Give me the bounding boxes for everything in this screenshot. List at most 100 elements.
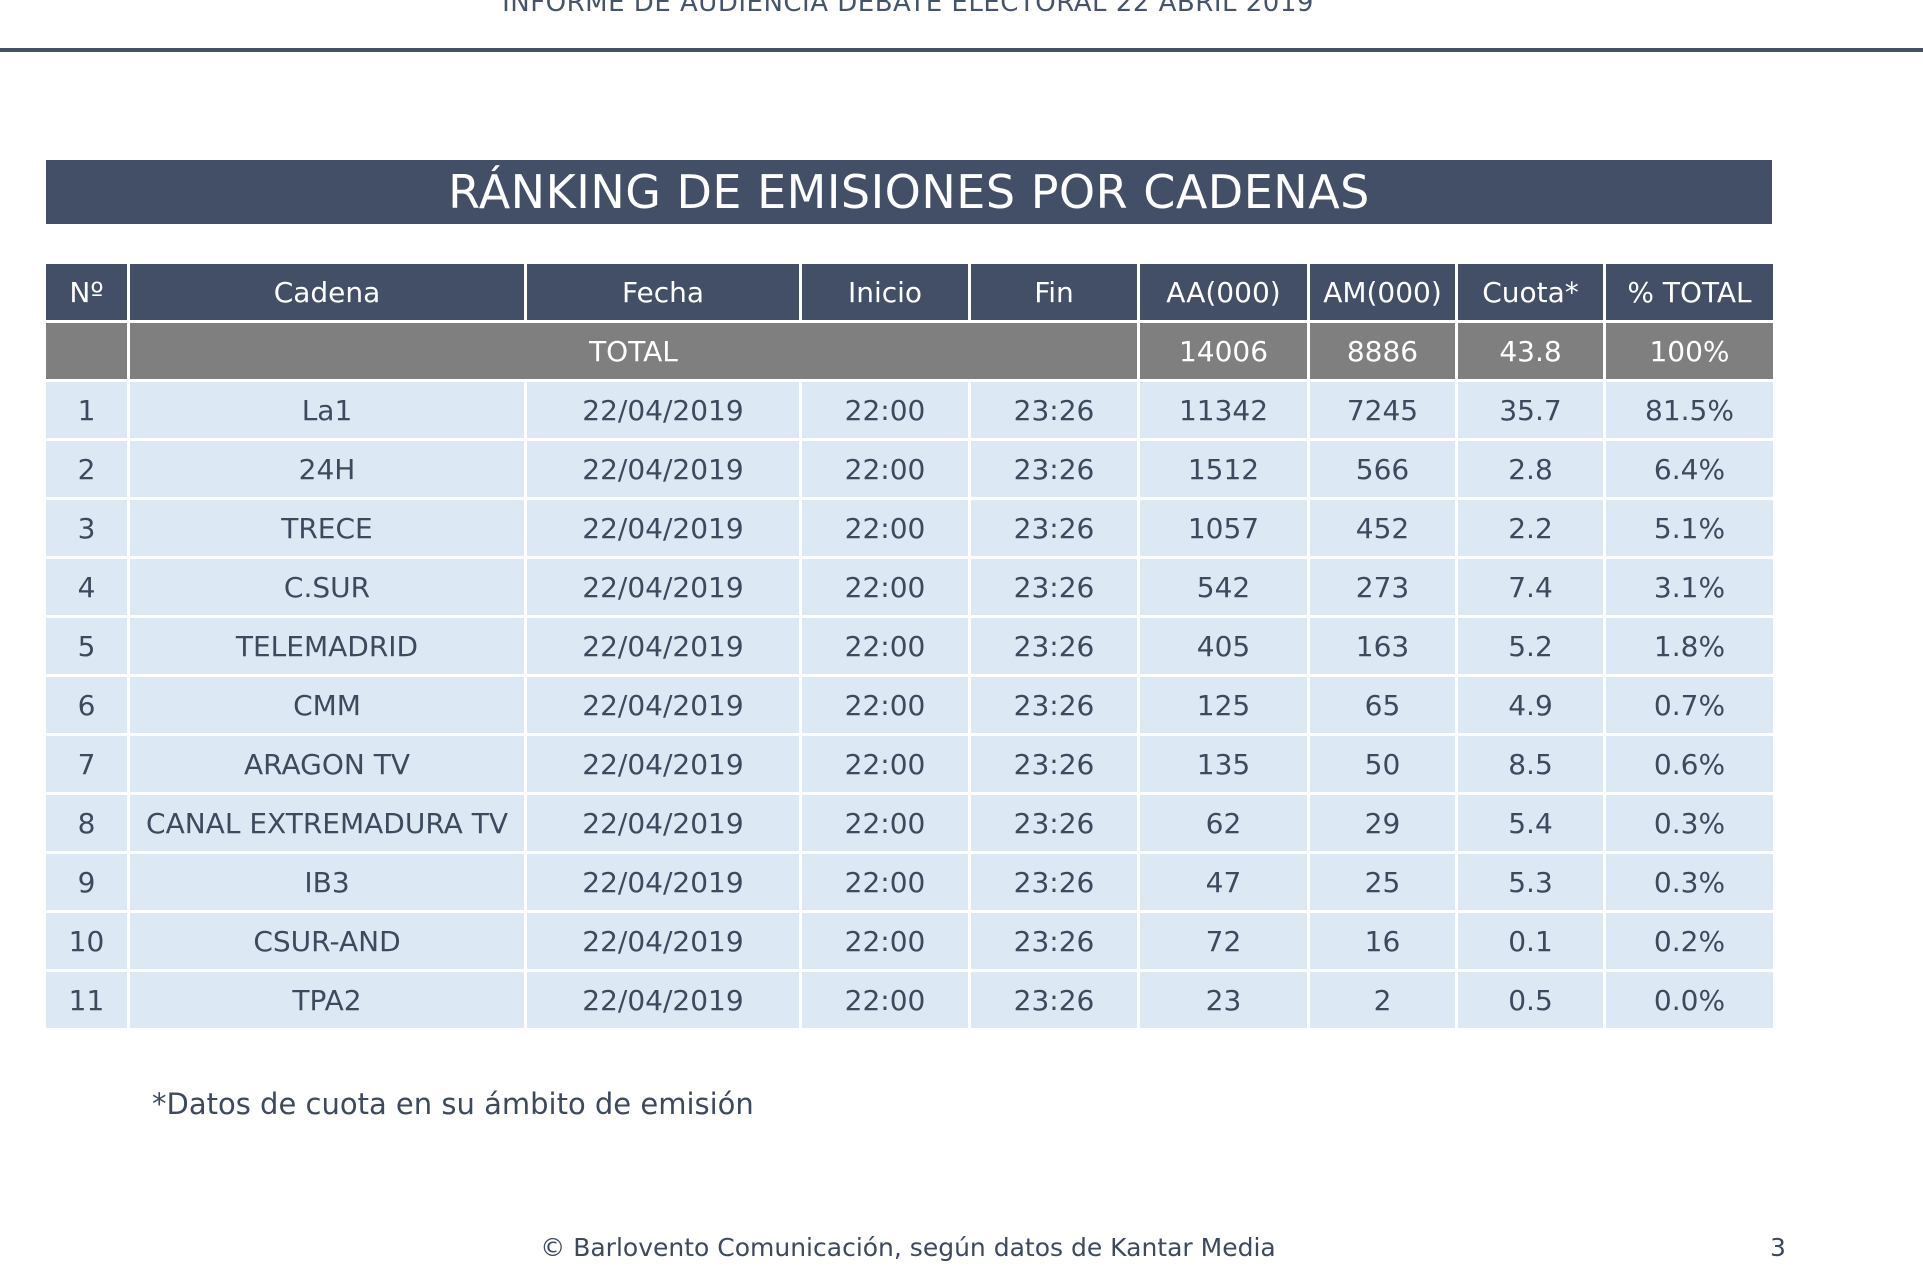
total-num-cell (46, 323, 127, 379)
row-am: 25 (1310, 854, 1455, 910)
ranking-banner: RÁNKING DE EMISIONES POR CADENAS (46, 160, 1772, 224)
row-aa: 125 (1140, 677, 1307, 733)
row-fin: 23:26 (971, 795, 1137, 851)
col-header-am: AM(000) (1310, 264, 1455, 320)
total-cuota: 43.8 (1458, 323, 1603, 379)
row-pct: 3.1% (1606, 559, 1773, 615)
row-fecha: 22/04/2019 (527, 559, 799, 615)
row-fecha: 22/04/2019 (527, 618, 799, 674)
row-pct: 0.6% (1606, 736, 1773, 792)
row-aa: 135 (1140, 736, 1307, 792)
row-cuota: 5.4 (1458, 795, 1603, 851)
row-cadena: CSUR-AND (130, 913, 524, 969)
col-header-fecha: Fecha (527, 264, 799, 320)
row-cuota: 0.1 (1458, 913, 1603, 969)
row-pct: 0.3% (1606, 795, 1773, 851)
row-inicio: 22:00 (802, 795, 968, 851)
row-fecha: 22/04/2019 (527, 854, 799, 910)
table-row: 2 24H 22/04/2019 22:00 23:26 1512 566 2.8 6.4% (46, 441, 1773, 497)
row-am: 29 (1310, 795, 1455, 851)
report-header-title: INFORME DE AUDIENCIA DEBATE ELECTORAL 22… (502, 0, 1314, 18)
row-fin: 23:26 (971, 677, 1137, 733)
row-cadena: ARAGON TV (130, 736, 524, 792)
row-inicio: 22:00 (802, 618, 968, 674)
row-num: 3 (46, 500, 127, 556)
row-fin: 23:26 (971, 736, 1137, 792)
ranking-title: RÁNKING DE EMISIONES POR CADENAS (448, 165, 1370, 219)
table-row: 6 CMM 22/04/2019 22:00 23:26 125 65 4.9 0.7% (46, 677, 1773, 733)
total-am: 8886 (1310, 323, 1455, 379)
page-number: 3 (1770, 1233, 1786, 1262)
row-num: 6 (46, 677, 127, 733)
row-aa: 1512 (1140, 441, 1307, 497)
row-cuota: 2.2 (1458, 500, 1603, 556)
row-fecha: 22/04/2019 (527, 382, 799, 438)
col-header-pct-total: % TOTAL (1606, 264, 1773, 320)
row-am: 452 (1310, 500, 1455, 556)
row-aa: 72 (1140, 913, 1307, 969)
row-am: 65 (1310, 677, 1455, 733)
table-row: 1 La1 22/04/2019 22:00 23:26 11342 7245 35.7 81.… (46, 382, 1773, 438)
row-inicio: 22:00 (802, 441, 968, 497)
row-am: 16 (1310, 913, 1455, 969)
row-aa: 405 (1140, 618, 1307, 674)
row-aa: 62 (1140, 795, 1307, 851)
row-fin: 23:26 (971, 913, 1137, 969)
table-row: 3 TRECE 22/04/2019 22:00 23:26 1057 452 2.2 5.1% (46, 500, 1773, 556)
col-header-cadena: Cadena (130, 264, 524, 320)
row-am: 7245 (1310, 382, 1455, 438)
row-num: 1 (46, 382, 127, 438)
row-pct: 6.4% (1606, 441, 1773, 497)
total-aa: 14006 (1140, 323, 1307, 379)
ranking-table: Nº Cadena Fecha Inicio Fin AA(000) AM(00… (43, 261, 1776, 1031)
row-aa: 542 (1140, 559, 1307, 615)
row-cuota: 2.8 (1458, 441, 1603, 497)
total-row: TOTAL 14006 8886 43.8 100% (46, 323, 1773, 379)
col-header-fin: Fin (971, 264, 1137, 320)
row-am: 50 (1310, 736, 1455, 792)
row-am: 163 (1310, 618, 1455, 674)
row-inicio: 22:00 (802, 913, 968, 969)
row-num: 7 (46, 736, 127, 792)
row-cadena: TELEMADRID (130, 618, 524, 674)
row-num: 11 (46, 972, 127, 1028)
row-pct: 0.3% (1606, 854, 1773, 910)
row-aa: 47 (1140, 854, 1307, 910)
row-fin: 23:26 (971, 854, 1137, 910)
col-header-aa: AA(000) (1140, 264, 1307, 320)
total-pct: 100% (1606, 323, 1773, 379)
table-row: 9 IB3 22/04/2019 22:00 23:26 47 25 5.3 0.3% (46, 854, 1773, 910)
row-am: 2 (1310, 972, 1455, 1028)
row-fecha: 22/04/2019 (527, 500, 799, 556)
row-cuota: 4.9 (1458, 677, 1603, 733)
row-pct: 0.7% (1606, 677, 1773, 733)
row-pct: 5.1% (1606, 500, 1773, 556)
row-cadena: La1 (130, 382, 524, 438)
row-aa: 23 (1140, 972, 1307, 1028)
row-cadena: IB3 (130, 854, 524, 910)
row-cadena: C.SUR (130, 559, 524, 615)
row-inicio: 22:00 (802, 736, 968, 792)
table-row: 11 TPA2 22/04/2019 22:00 23:26 23 2 0.5 0.0% (46, 972, 1773, 1028)
row-am: 273 (1310, 559, 1455, 615)
row-am: 566 (1310, 441, 1455, 497)
row-fecha: 22/04/2019 (527, 913, 799, 969)
row-inicio: 22:00 (802, 500, 968, 556)
row-cadena: CANAL EXTREMADURA TV (130, 795, 524, 851)
row-pct: 1.8% (1606, 618, 1773, 674)
row-aa: 1057 (1140, 500, 1307, 556)
total-label: TOTAL (130, 323, 1137, 379)
table-row: 8 CANAL EXTREMADURA TV 22/04/2019 22:00 23:2… (46, 795, 1773, 851)
row-cuota: 5.2 (1458, 618, 1603, 674)
row-cuota: 8.5 (1458, 736, 1603, 792)
table-header-row: Nº Cadena Fecha Inicio Fin AA(000) AM(00… (46, 264, 1773, 320)
row-num: 4 (46, 559, 127, 615)
row-fecha: 22/04/2019 (527, 972, 799, 1028)
row-cuota: 5.3 (1458, 854, 1603, 910)
row-cadena: TRECE (130, 500, 524, 556)
row-fecha: 22/04/2019 (527, 795, 799, 851)
row-inicio: 22:00 (802, 854, 968, 910)
row-fin: 23:26 (971, 618, 1137, 674)
row-num: 5 (46, 618, 127, 674)
